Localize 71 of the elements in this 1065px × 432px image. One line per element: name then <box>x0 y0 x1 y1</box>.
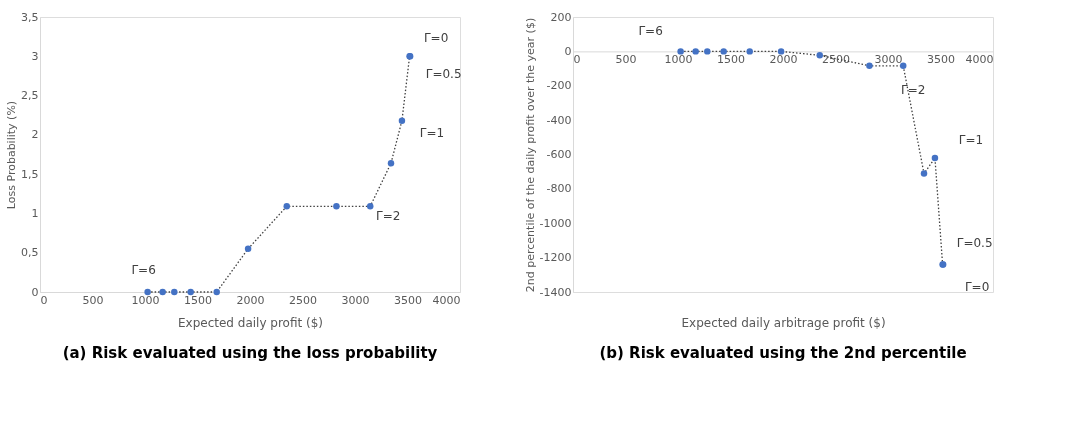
point <box>777 48 785 55</box>
annotation: Γ=0.5 <box>425 67 462 82</box>
x-tick-label: 1000 <box>664 52 693 66</box>
annotation: Γ=6 <box>131 263 156 277</box>
y-axis-title: Loss Probability (%) <box>5 100 19 210</box>
point <box>720 48 727 55</box>
annotation: Γ=1 <box>958 132 984 147</box>
point <box>144 288 151 296</box>
y-tick-label: -1200 <box>539 251 572 265</box>
y-tick-label: 2 <box>31 128 39 142</box>
point <box>159 288 166 296</box>
annotation: Γ=2 <box>376 209 401 224</box>
x-tick-label: 4000 <box>432 293 461 307</box>
point <box>866 62 873 70</box>
x-axis-title: Expected daily arbitrage profit ($) <box>681 315 886 330</box>
x-tick-label: 3500 <box>394 293 422 307</box>
point <box>677 48 684 55</box>
x-axis-title: Expected daily profit ($) <box>177 315 324 330</box>
annotation: Γ=2 <box>901 82 926 97</box>
y-tick-label: -1000 <box>539 216 572 230</box>
point <box>283 203 290 210</box>
point <box>213 288 220 296</box>
x-tick-label: 1500 <box>184 293 212 307</box>
annotation: Γ=0 <box>423 31 449 46</box>
y-tick-label: 1,5 <box>21 167 39 181</box>
point <box>366 203 374 210</box>
x-tick-label: 2500 <box>289 293 317 307</box>
point <box>333 203 340 210</box>
point <box>692 48 699 55</box>
x-tick-label: 500 <box>82 293 104 307</box>
annotation: Γ=6 <box>638 24 663 39</box>
x-tick-label: 3500 <box>927 52 955 66</box>
x-tick-label: 3000 <box>874 52 903 66</box>
y-axis-title: 2nd percentile of the daily profit over the year ($) <box>523 17 537 293</box>
point <box>920 170 928 177</box>
x-tick-label: 4000 <box>965 52 994 66</box>
y-tick-label: -1400 <box>539 285 572 299</box>
y-tick-label: -400 <box>546 113 572 127</box>
point <box>899 62 907 70</box>
point <box>387 159 395 167</box>
x-tick-label: 0 <box>40 293 48 307</box>
point <box>398 117 406 124</box>
point <box>171 288 178 296</box>
y-tick-label: 2,5 <box>21 89 39 103</box>
x-tick-label: 1000 <box>131 293 160 307</box>
y-tick-label: -800 <box>546 182 572 196</box>
point <box>187 288 194 296</box>
y-tick-label: 1 <box>31 206 39 220</box>
annotation: Γ=0.5 <box>956 235 993 250</box>
y-tick-label: 3,5 <box>21 10 39 24</box>
text: (a) Risk evaluated using the loss probability <box>62 344 438 362</box>
x-tick-label: 1500 <box>717 52 745 66</box>
y-tick-label: 0,5 <box>21 246 39 260</box>
y-tick-label: 200 <box>550 10 572 24</box>
point <box>704 48 711 55</box>
point <box>746 48 753 55</box>
point <box>931 154 939 162</box>
annotation: Γ=0 <box>964 279 990 294</box>
x-tick-label: 3000 <box>341 293 370 307</box>
y-tick-label: 3 <box>31 49 39 63</box>
annotation: Γ=1 <box>419 125 445 140</box>
x-tick-label: 2000 <box>236 293 265 307</box>
y-tick-label: -600 <box>546 148 572 161</box>
x-tick-label: 0 <box>573 52 581 66</box>
x-tick-label: 2000 <box>769 52 798 66</box>
point <box>816 52 823 59</box>
x-tick-label: 2500 <box>822 52 850 66</box>
x-tick-label: 500 <box>615 52 637 66</box>
text: (b) Risk evaluated using the 2nd percentile <box>599 344 967 362</box>
y-tick-label: -200 <box>546 79 572 93</box>
point <box>244 245 252 253</box>
